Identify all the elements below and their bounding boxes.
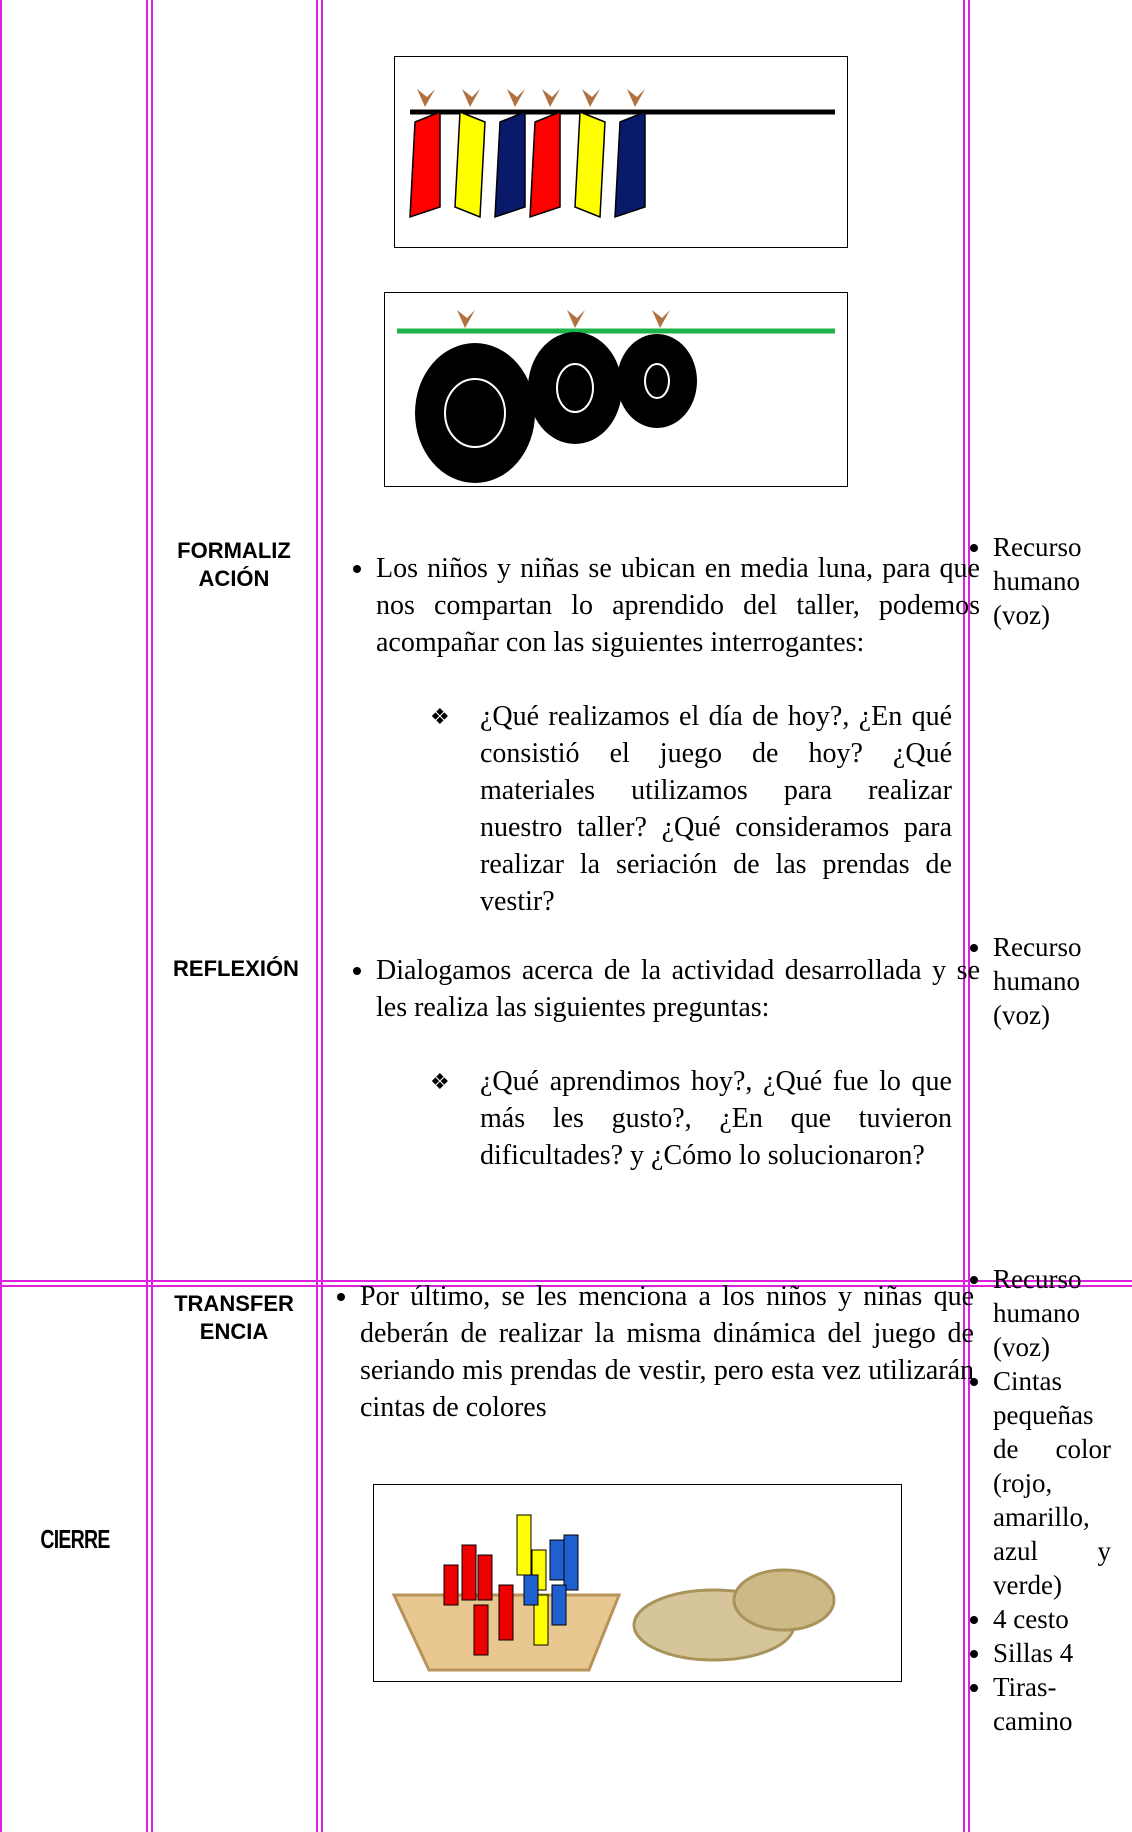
- phase-label: TRANSFERENCIA: [174, 1291, 294, 1344]
- illustration: [391, 1514, 836, 1672]
- resource: Recurso humano (voz): [993, 930, 1111, 1032]
- activity: Por último, se les menciona a los niños …: [338, 1278, 974, 1426]
- border: [0, 1280, 1132, 1282]
- illustration: [397, 310, 835, 483]
- resource: Recurso humano (voz): [993, 1262, 1111, 1364]
- border: [151, 0, 153, 1832]
- resources: Recurso humano (voz) Cintas pequeñas de …: [973, 1262, 1132, 1738]
- border: [0, 1285, 1132, 1287]
- activity: Dialogamos acerca de la actividad desarr…: [348, 952, 980, 1026]
- phase-label: FORMALIZACIÓN: [177, 538, 291, 591]
- resources: Recurso humano (voz): [973, 530, 1132, 632]
- phase-label: REFLEXIÓN: [173, 956, 299, 981]
- activity-text: Dialogamos acerca de la actividad desarr…: [376, 952, 980, 1026]
- activity: Los niños y niñas se ubican en media lun…: [348, 550, 980, 661]
- resources: Recurso humano (voz): [973, 930, 1132, 1032]
- image-circles: [384, 292, 848, 487]
- stage-label: CIERRE: [40, 1524, 110, 1554]
- resource: Recurso humano (voz): [993, 530, 1111, 632]
- resource: 4 cesto: [993, 1602, 1111, 1636]
- image-basket: [373, 1484, 902, 1682]
- activity-text: Por último, se les menciona a los niños …: [360, 1278, 974, 1426]
- border: [968, 0, 970, 1832]
- border: [321, 0, 323, 1832]
- illustration: [409, 89, 835, 219]
- border: [963, 0, 965, 1832]
- activity-text: Los niños y niñas se ubican en media lun…: [376, 550, 980, 661]
- questions: ¿Qué realizamos el día de hoy?, ¿En qué …: [430, 698, 952, 920]
- border: [316, 0, 318, 1832]
- resource: Cintas pequeñas de color (rojo, amarillo…: [993, 1364, 1111, 1602]
- border: [146, 0, 148, 1832]
- border: [0, 0, 2, 1832]
- resource: Tiras-camino: [993, 1670, 1111, 1738]
- image-clothesline: [394, 56, 848, 248]
- questions: ¿Qué aprendimos hoy?, ¿Qué fue lo que má…: [430, 1063, 952, 1174]
- resource: Sillas 4: [993, 1636, 1111, 1670]
